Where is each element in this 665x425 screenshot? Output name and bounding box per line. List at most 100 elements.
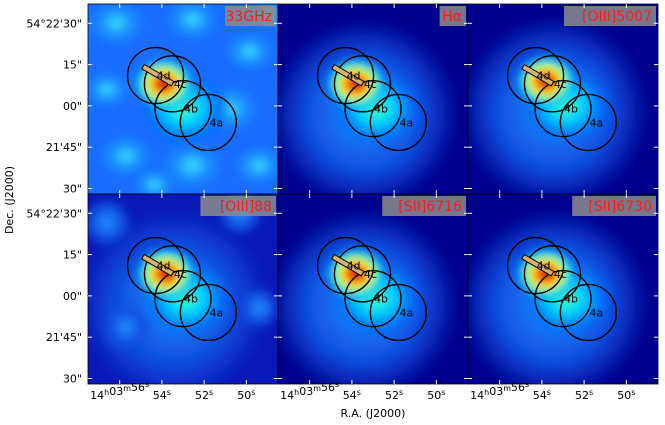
emission-spot [237, 286, 278, 330]
y-axis-title: Dec. (J2000) [3, 166, 16, 234]
panel-label: [OIII]5007 [564, 6, 656, 26]
y-tick-label: 00" [63, 290, 82, 303]
aperture-circle [523, 245, 582, 303]
aperture-circle [154, 269, 212, 328]
aperture-circle [523, 55, 582, 113]
panel-label: [OIII]88 [200, 196, 276, 216]
aperture-circle [344, 79, 402, 138]
aperture-circle [559, 283, 618, 342]
emission-spot [88, 196, 133, 249]
x-tick-label: 52s [385, 388, 403, 402]
x-tick-label: 14h03m56s [470, 380, 529, 402]
y-tick-label: 15" [63, 249, 82, 262]
aperture-circle [344, 269, 402, 328]
emission-spot [100, 301, 152, 353]
x-tick-label: 14h03m56s [90, 380, 149, 402]
slit-marker [331, 253, 365, 277]
aperture-circle [333, 245, 392, 303]
svg-text:Hα: Hα [442, 9, 462, 25]
aperture-label: 4a [399, 116, 413, 129]
slit-marker [331, 63, 365, 87]
emission-spot [98, 133, 154, 179]
x-tick-label: 54s [533, 388, 551, 402]
aperture-circle [534, 269, 592, 328]
slit-marker [141, 63, 175, 87]
svg-text:33GHz: 33GHz [225, 9, 272, 25]
panel-label: 33GHz [225, 6, 276, 26]
aperture-circle [143, 245, 202, 303]
aperture-label: 4c [554, 78, 567, 91]
x-tick-label: 54s [153, 388, 171, 402]
emission-spot [88, 70, 131, 109]
svg-text:[SII]6730: [SII]6730 [588, 199, 652, 215]
aperture-circle [154, 79, 212, 138]
x-tick-label: 50s [427, 388, 445, 402]
panel-label: [SII]6730 [572, 196, 656, 216]
svg-text:[OIII]88: [OIII]88 [220, 199, 272, 215]
slit-marker [521, 63, 555, 87]
aperture-label: 4a [399, 306, 413, 319]
y-tick-label: 21'45" [46, 331, 82, 344]
x-tick-label: 52s [575, 388, 593, 402]
aperture-label: 4c [554, 268, 567, 281]
y-tick-label: 15" [63, 59, 82, 72]
aperture-label: 4b [374, 293, 388, 306]
y-tick-label: 30" [63, 182, 82, 195]
x-tick-label: 52s [195, 388, 213, 402]
svg-text:[SII]6716: [SII]6716 [398, 199, 462, 215]
y-tick-label: 54°22'30" [26, 17, 82, 30]
aperture-label: 4d [537, 260, 551, 273]
aperture-label: 4a [589, 116, 603, 129]
aperture-label: 4b [184, 103, 198, 116]
x-tick-label: 14h03m56s [280, 380, 339, 402]
aperture-label: 4a [589, 306, 603, 319]
panel-label: [SII]6716 [382, 196, 466, 216]
y-tick-label: 54°22'30" [26, 207, 82, 220]
aperture-label: 4b [564, 103, 578, 116]
y-tick-label: 21'45" [46, 141, 82, 154]
emission-spot [88, 4, 147, 47]
aperture-circle [559, 93, 618, 152]
aperture-label: 4d [157, 260, 171, 273]
aperture-label: 4b [184, 293, 198, 306]
slit-marker [521, 253, 555, 277]
x-axis-title: R.A. (J2000) [341, 407, 406, 420]
panel-label: Hα [439, 6, 466, 26]
aperture-circle [369, 283, 428, 342]
aperture-circle [179, 283, 238, 342]
aperture-label: 4b [374, 103, 388, 116]
aperture-label: 4c [174, 78, 187, 91]
y-tick-label: 00" [63, 100, 82, 113]
aperture-label: 4d [537, 70, 551, 83]
aperture-label: 4a [209, 116, 223, 129]
aperture-circle [179, 93, 238, 152]
x-tick-label: 50s [237, 388, 255, 402]
y-tick-label: 30" [63, 372, 82, 385]
aperture-label: 4c [174, 268, 187, 281]
emission-spot [132, 166, 177, 194]
aperture-label: 4d [347, 70, 361, 83]
aperture-label: 4a [209, 306, 223, 319]
emission-spot [223, 30, 276, 73]
panel-frame [467, 193, 659, 385]
svg-text:[OIII]5007: [OIII]5007 [582, 9, 652, 25]
aperture-circle [143, 55, 202, 113]
aperture-label: 4c [364, 78, 377, 91]
aperture-circle [333, 55, 392, 113]
aperture-label: 4d [347, 260, 361, 273]
aperture-label: 4c [364, 268, 377, 281]
emission-spot [233, 144, 278, 187]
aperture-circle [369, 93, 428, 152]
emission-spot [160, 139, 225, 192]
aperture-label: 4d [157, 70, 171, 83]
x-tick-label: 50s [617, 388, 635, 402]
slit-marker [141, 253, 175, 277]
emission-spot [164, 4, 221, 42]
